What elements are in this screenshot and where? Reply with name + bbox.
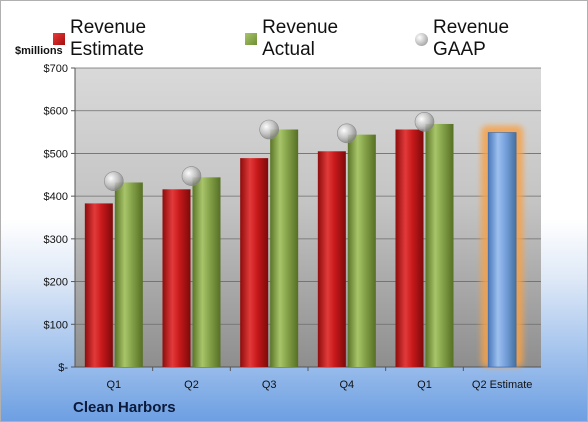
legend-swatch-estimate: [53, 33, 65, 45]
legend-item-estimate: Revenue Estimate: [53, 17, 225, 61]
bar-q2-estimate: [487, 132, 517, 368]
y-tick-label: $-: [58, 362, 68, 374]
y-tick-label: $700: [44, 63, 68, 75]
x-tick-label: Q2 Estimate: [472, 379, 533, 391]
point-revenue-gaap: [337, 123, 357, 144]
legend: Revenue Estimate Revenue Actual Revenue …: [53, 17, 587, 61]
legend-item-gaap: Revenue GAAP: [415, 17, 567, 61]
company-name: Clean Harbors: [73, 399, 176, 416]
y-tick-label: $500: [44, 148, 68, 160]
point-revenue-gaap: [414, 112, 435, 132]
legend-swatch-actual: [245, 33, 258, 45]
x-tick-label: Q2: [184, 379, 199, 391]
plot-area-background: [75, 68, 541, 367]
y-tick-label: $600: [44, 106, 68, 118]
bar-revenue-estimate: [395, 129, 424, 367]
bar-revenue-actual: [425, 123, 454, 367]
bar-revenue-actual: [347, 134, 376, 367]
y-tick-label: $300: [44, 234, 68, 246]
legend-label-actual: Revenue Actual: [262, 17, 339, 60]
y-tick-label: $100: [44, 319, 68, 331]
bar-revenue-estimate: [240, 158, 269, 367]
x-tick-label: Q1: [106, 379, 121, 391]
y-tick-label: $200: [44, 277, 68, 289]
bar-revenue-estimate: [317, 151, 346, 367]
y-axis-unit-label: $millions: [15, 45, 63, 57]
bar-revenue-estimate: [162, 189, 191, 367]
bar-revenue-actual: [270, 129, 299, 367]
legend-swatch-gaap: [415, 32, 428, 46]
legend-label-estimate: Revenue Estimate: [69, 17, 147, 60]
legend-item-actual: Revenue Actual: [245, 17, 395, 61]
point-revenue-gaap: [259, 119, 279, 140]
x-tick-label: Q3: [262, 379, 277, 391]
bar-revenue-estimate: [84, 203, 113, 367]
point-revenue-gaap: [181, 166, 202, 186]
x-tick-label: Q4: [339, 379, 354, 391]
x-tick-label: Q1: [417, 379, 432, 391]
point-revenue-gaap: [104, 171, 124, 191]
legend-label-gaap: Revenue GAAP: [433, 17, 510, 60]
bar-revenue-actual: [192, 177, 221, 367]
bar-revenue-actual: [114, 182, 143, 367]
y-tick-label: $400: [44, 191, 68, 203]
